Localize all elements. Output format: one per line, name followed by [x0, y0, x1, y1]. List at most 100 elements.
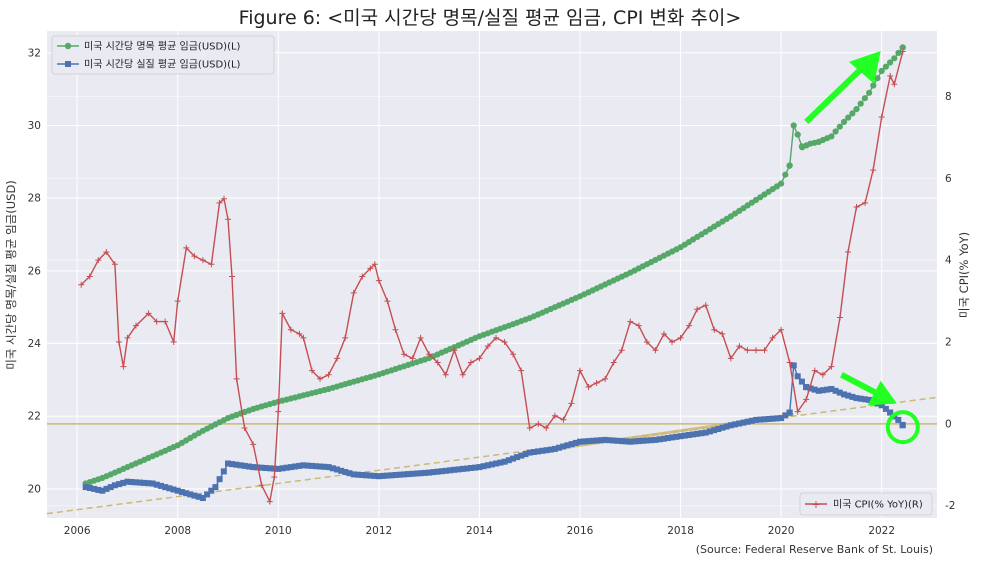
cpi-point [199, 257, 206, 264]
cpi-point [828, 363, 835, 370]
cpi-point [719, 330, 726, 337]
cpi-point [317, 375, 324, 382]
real-wage-point [782, 412, 789, 419]
cpi-point [375, 277, 382, 284]
real-wage-point [798, 378, 805, 385]
nominal-wage-point [895, 49, 902, 57]
cpi-point [602, 375, 609, 382]
x-tick-label: 2022 [868, 525, 895, 537]
y-right-tick-label: 4 [945, 255, 952, 267]
real-wage-point [266, 465, 273, 472]
real-wage-point [857, 395, 864, 402]
real-wage-point [665, 435, 671, 441]
real-wage-point [518, 452, 525, 459]
real-wage-point [631, 438, 638, 445]
real-wage-point [522, 451, 529, 458]
cpi-point [535, 420, 542, 427]
cpi-point [250, 441, 257, 448]
cpi-point [899, 48, 906, 55]
real-wage-point [229, 461, 236, 468]
real-wage-point [510, 455, 516, 462]
real-wage-point [392, 472, 399, 478]
x-tick-label: 2012 [365, 525, 392, 537]
real-wage-point [174, 487, 181, 494]
real-wage-point [790, 362, 797, 369]
real-wage-point [86, 485, 93, 491]
real-wage-point [568, 441, 575, 448]
real-wage-point [547, 446, 554, 453]
cpi-point [334, 355, 341, 362]
real-wage-point [828, 386, 835, 392]
cpi-point [887, 73, 894, 80]
nominal-wage-point [790, 122, 797, 129]
cpi-point [694, 306, 701, 313]
nominal-wage-point [778, 180, 785, 187]
cpi-point [145, 310, 152, 317]
nominal-wage-point [840, 118, 848, 125]
nominal-wage-point [782, 171, 789, 178]
cpi-point [853, 203, 860, 210]
real-wage-point [761, 416, 768, 423]
nominal-wage-point [870, 82, 877, 89]
y-tick-label: 20 [28, 483, 41, 495]
real-wage-point [153, 481, 160, 488]
real-wage-point [354, 471, 361, 478]
real-wage-point [811, 386, 818, 393]
left-axis-label: 미국 시간당 명목/실질 평균 임금(USD) [4, 180, 18, 370]
real-wage-point [463, 465, 470, 472]
real-wage-point [199, 495, 206, 501]
real-wage-point [422, 469, 428, 476]
y-tick-label: 28 [28, 193, 41, 205]
real-wage-point [287, 464, 294, 471]
real-wage-point [124, 478, 131, 485]
real-wage-point [149, 480, 156, 487]
cpi-point [585, 384, 592, 391]
cpi-point [736, 343, 743, 350]
y-right-tick-label: -2 [945, 500, 955, 512]
real-wage-point [292, 463, 299, 470]
cpi-point [392, 326, 399, 333]
real-wage-point [572, 439, 579, 446]
y-right-tick-label: 6 [945, 173, 952, 185]
cpi-point [120, 363, 127, 370]
real-wage-point [866, 396, 873, 403]
nominal-wage-point [828, 133, 835, 140]
real-wage-point [820, 387, 826, 394]
cpi-point [686, 322, 693, 329]
cpi-point [124, 334, 131, 341]
cpi-point [300, 334, 307, 341]
real-wage-point [489, 461, 495, 468]
cpi-point [891, 81, 898, 88]
series-line-cpi [80, 51, 904, 504]
cpi-point [417, 334, 424, 341]
cpi-point [786, 359, 793, 366]
real-wage-point [166, 485, 173, 492]
real-wage-point [430, 469, 437, 476]
cpi-point [229, 273, 236, 280]
real-wage-point [468, 465, 474, 471]
y-tick-label: 32 [28, 47, 41, 59]
nominal-wage-point [874, 75, 881, 82]
x-tick-label: 2008 [164, 525, 191, 537]
real-wage-point [543, 447, 550, 454]
real-wage-point [773, 415, 780, 422]
real-wage-point [313, 463, 319, 470]
cpi-point [778, 326, 785, 333]
right-axis-label: 미국 CPI(% YoY) [957, 232, 971, 318]
real-wage-point [375, 473, 382, 480]
real-wage-point [660, 435, 667, 442]
cpi-point [794, 408, 801, 415]
real-wage-point [178, 489, 185, 495]
real-wage-point [380, 472, 387, 479]
real-wage-point [426, 469, 433, 476]
up-arrow-shaft [804, 61, 869, 125]
cpi-point [86, 273, 93, 280]
real-wage-point [602, 436, 609, 443]
real-wage-point [271, 465, 278, 472]
real-wage-point [702, 429, 709, 436]
nominal-wage-point [882, 63, 890, 70]
y-right-tick-label: 0 [945, 418, 952, 430]
real-wage-point [363, 472, 370, 479]
real-wage-point [191, 492, 198, 499]
